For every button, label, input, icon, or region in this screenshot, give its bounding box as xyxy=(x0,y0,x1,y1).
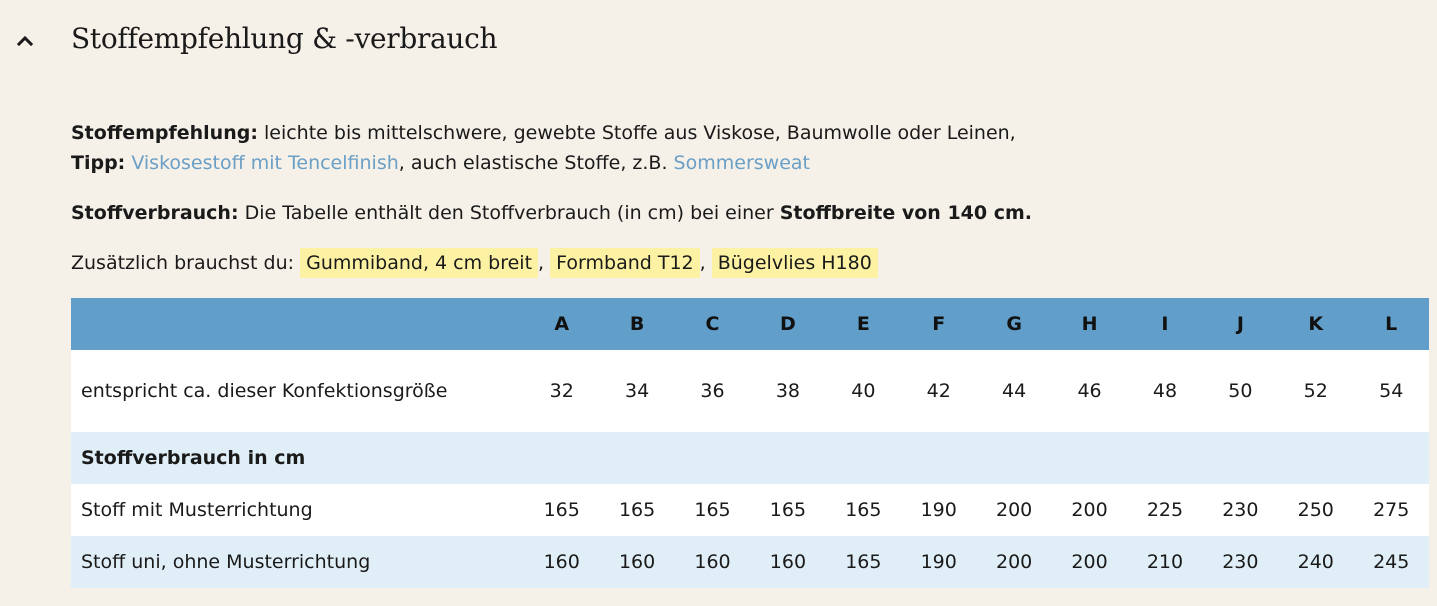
table-cell: 250 xyxy=(1278,484,1354,536)
table-cell: 42 xyxy=(901,350,977,432)
table-cell: 160 xyxy=(674,536,751,588)
header-size-e: E xyxy=(825,298,902,350)
header-size-a: A xyxy=(524,298,600,350)
table-cell: 36 xyxy=(674,350,751,432)
header-size-h: H xyxy=(1051,298,1128,350)
table-cell: 160 xyxy=(599,536,675,588)
table-cell: 160 xyxy=(524,536,600,588)
table-cell: 165 xyxy=(599,484,675,536)
chevron-up-icon[interactable] xyxy=(14,30,36,52)
recommendation-text: leichte bis mittelschwere, gewebte Stoff… xyxy=(257,122,1016,144)
table-cell: 225 xyxy=(1127,484,1203,536)
table-cell: 32 xyxy=(524,350,600,432)
table-row: Stoff mit Musterrichtung 165 165 165 165… xyxy=(71,484,1429,536)
table-cell: 210 xyxy=(1127,536,1203,588)
table-cell: 34 xyxy=(599,350,675,432)
consumption-paragraph: Stoffverbrauch: Die Tabelle enthält den … xyxy=(71,198,1429,228)
fabric-width: Stoffbreite von 140 cm. xyxy=(779,202,1033,224)
table-cell: 50 xyxy=(1202,350,1279,432)
table-cell: 165 xyxy=(825,536,902,588)
table-cell: 52 xyxy=(1278,350,1354,432)
extras-label: Zusätzlich brauchst du: xyxy=(71,252,301,274)
table-cell: 190 xyxy=(901,536,977,588)
row-label: Stoff mit Musterrichtung xyxy=(71,484,524,536)
size-table: A B C D E F G H I J K L entspricht ca. d… xyxy=(71,298,1429,588)
extra-tag-formband[interactable]: Formband T12 xyxy=(550,248,700,278)
recommendation-paragraph: Stoffempfehlung: leichte bis mittelschwe… xyxy=(71,118,1429,178)
header-size-k: K xyxy=(1278,298,1354,350)
table-cell: 200 xyxy=(1051,536,1128,588)
header-size-g: G xyxy=(976,298,1052,350)
tip-text: , auch elastische Stoffe, z.B. xyxy=(398,152,674,174)
header-size-j: J xyxy=(1202,298,1279,350)
recommendation-label: Stoffempfehlung: xyxy=(71,122,258,144)
header-size-d: D xyxy=(750,298,826,350)
table-cell: 54 xyxy=(1353,350,1429,432)
extras-separator: , xyxy=(538,252,545,274)
section-content: Stoffempfehlung: leichte bis mittelschwe… xyxy=(71,118,1429,278)
extra-tag-elastic[interactable]: Gummiband, 4 cm breit xyxy=(300,248,539,278)
table-cell: 46 xyxy=(1051,350,1128,432)
table-cell: 44 xyxy=(976,350,1052,432)
extras-paragraph: Zusätzlich brauchst du: Gummiband, 4 cm … xyxy=(71,248,1429,278)
table-header-row: A B C D E F G H I J K L xyxy=(71,298,1429,350)
table-row: Stoff uni, ohne Musterrichtung 160 160 1… xyxy=(71,536,1429,588)
table-cell: 200 xyxy=(1051,484,1128,536)
extra-tag-buegelvlies[interactable]: Bügelvlies H180 xyxy=(711,248,878,278)
table-cell: 245 xyxy=(1353,536,1429,588)
sommersweat-link[interactable]: Sommersweat xyxy=(673,152,810,174)
header-size-l: L xyxy=(1353,298,1429,350)
header-size-i: I xyxy=(1127,298,1203,350)
table-cell: 190 xyxy=(901,484,977,536)
header-size-b: B xyxy=(599,298,675,350)
table-cell: 165 xyxy=(524,484,600,536)
table-cell: 38 xyxy=(750,350,826,432)
table-cell: 165 xyxy=(750,484,826,536)
table-cell: 48 xyxy=(1127,350,1203,432)
group-label: Stoffverbrauch in cm xyxy=(71,432,1429,484)
table-row-group: Stoffverbrauch in cm xyxy=(71,432,1429,484)
section-header[interactable]: Stoffempfehlung & -verbrauch xyxy=(0,0,1437,88)
table-row-size: entspricht ca. dieser Konfektionsgröße 3… xyxy=(71,350,1429,432)
consumption-label: Stoffverbrauch: xyxy=(71,202,239,224)
table-cell: 165 xyxy=(825,484,902,536)
tencel-link[interactable]: Viskosestoff mit Tencelfinish xyxy=(131,152,399,174)
table-cell: 200 xyxy=(976,536,1052,588)
header-size-f: F xyxy=(901,298,977,350)
table-cell: 275 xyxy=(1353,484,1429,536)
header-size-c: C xyxy=(674,298,751,350)
section-title: Stoffempfehlung & -verbrauch xyxy=(71,22,498,55)
consumption-text: Die Tabelle enthält den Stoffverbrauch (… xyxy=(238,202,780,224)
table-cell: 240 xyxy=(1278,536,1354,588)
tip-label: Tipp: xyxy=(71,152,126,174)
table-cell: 230 xyxy=(1202,484,1279,536)
row-label: entspricht ca. dieser Konfektionsgröße xyxy=(71,350,524,432)
header-empty xyxy=(71,298,524,350)
table-cell: 230 xyxy=(1202,536,1279,588)
row-label: Stoff uni, ohne Musterrichtung xyxy=(71,536,524,588)
table-cell: 200 xyxy=(976,484,1052,536)
extras-separator: , xyxy=(699,252,706,274)
table-cell: 165 xyxy=(674,484,751,536)
table-cell: 160 xyxy=(750,536,826,588)
table-cell: 40 xyxy=(825,350,902,432)
